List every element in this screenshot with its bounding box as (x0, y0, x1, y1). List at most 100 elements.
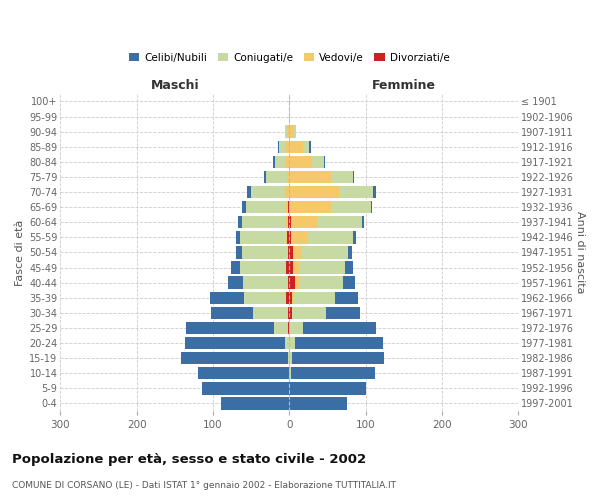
Bar (202, 382, 289, 394)
Bar (289, 201, 331, 213)
Bar (288, 216, 289, 228)
Bar (289, 292, 292, 304)
Bar (289, 367, 291, 380)
Text: Popolazione per età, sesso e stato civile - 2002: Popolazione per età, sesso e stato civil… (12, 452, 366, 466)
Bar (289, 231, 291, 243)
Bar (286, 140, 289, 153)
Bar (210, 292, 244, 304)
Bar (289, 110, 290, 122)
Bar (197, 367, 289, 380)
Bar (289, 246, 293, 258)
Bar (288, 322, 289, 334)
Bar (274, 322, 288, 334)
Bar (293, 262, 299, 274)
Bar (292, 306, 326, 319)
Bar (241, 231, 286, 243)
Bar (251, 186, 286, 198)
Bar (331, 170, 353, 183)
Text: Femmine: Femmine (372, 78, 436, 92)
Bar (278, 140, 280, 153)
Bar (331, 201, 371, 213)
Bar (291, 216, 317, 228)
Bar (244, 292, 286, 304)
Bar (326, 306, 360, 319)
Bar (286, 216, 288, 228)
Bar (302, 246, 348, 258)
Bar (221, 397, 289, 409)
Bar (242, 201, 246, 213)
Bar (288, 352, 289, 364)
Bar (345, 262, 353, 274)
Bar (288, 276, 289, 289)
Bar (289, 352, 292, 364)
Bar (294, 126, 296, 138)
Bar (288, 306, 289, 319)
Bar (284, 337, 289, 349)
Bar (228, 276, 244, 289)
Bar (339, 186, 373, 198)
Y-axis label: Anni di nascita: Anni di nascita (575, 211, 585, 294)
Bar (286, 186, 289, 198)
Bar (231, 262, 241, 274)
Bar (286, 201, 288, 213)
Bar (308, 231, 353, 243)
Bar (371, 201, 373, 213)
Bar (288, 201, 289, 213)
Bar (291, 231, 308, 243)
Bar (353, 231, 356, 243)
Text: Maschi: Maschi (151, 78, 199, 92)
Bar (289, 170, 331, 183)
Bar (242, 216, 286, 228)
Bar (317, 216, 362, 228)
Bar (238, 216, 242, 228)
Bar (323, 156, 325, 168)
Bar (211, 306, 253, 319)
Bar (362, 216, 364, 228)
Bar (286, 292, 289, 304)
Bar (309, 140, 311, 153)
Bar (295, 337, 383, 349)
Bar (289, 186, 339, 198)
Bar (289, 306, 292, 319)
Bar (373, 186, 376, 198)
Bar (287, 126, 289, 138)
Bar (284, 126, 287, 138)
Bar (289, 337, 295, 349)
Bar (299, 276, 343, 289)
Bar (247, 186, 251, 198)
Bar (236, 231, 241, 243)
Bar (292, 292, 293, 304)
Bar (253, 306, 288, 319)
Bar (291, 367, 375, 380)
Bar (186, 322, 274, 334)
Bar (303, 322, 376, 334)
Bar (353, 170, 354, 183)
Bar (264, 170, 266, 183)
Bar (293, 292, 335, 304)
Bar (292, 352, 384, 364)
Bar (289, 156, 312, 168)
Bar (293, 246, 302, 258)
Bar (275, 156, 286, 168)
Bar (289, 322, 303, 334)
Bar (289, 382, 365, 394)
Bar (242, 246, 288, 258)
Bar (288, 246, 289, 258)
Y-axis label: Fasce di età: Fasce di età (15, 219, 25, 286)
Bar (181, 352, 288, 364)
Legend: Celibi/Nubili, Coniugati/e, Vedovi/e, Divorziati/e: Celibi/Nubili, Coniugati/e, Vedovi/e, Di… (125, 48, 454, 66)
Bar (348, 246, 352, 258)
Bar (286, 231, 287, 243)
Bar (299, 262, 345, 274)
Bar (286, 156, 289, 168)
Bar (185, 337, 284, 349)
Bar (335, 292, 358, 304)
Bar (303, 140, 309, 153)
Bar (289, 140, 303, 153)
Bar (312, 156, 323, 168)
Bar (289, 262, 293, 274)
Bar (236, 246, 242, 258)
Bar (287, 170, 289, 183)
Bar (289, 397, 347, 409)
Bar (280, 140, 286, 153)
